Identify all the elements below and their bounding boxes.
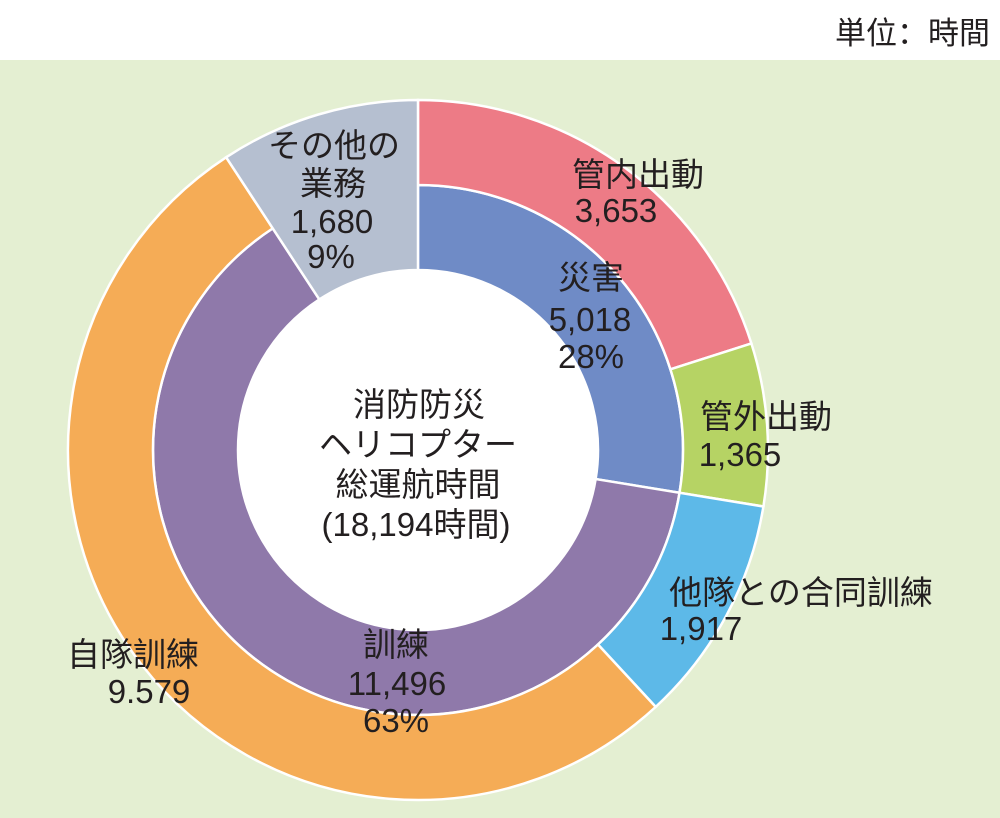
center-label-line-1: 消防防災	[353, 386, 485, 423]
label-other-duties-line-2: 業務	[300, 165, 366, 202]
value-other-duties: 1,680	[291, 203, 374, 240]
label-other-duties-line-1: その他の	[268, 127, 400, 164]
percent-other-duties: 9%	[307, 238, 355, 275]
label-training: 訓練	[363, 626, 429, 663]
value-training: 11,496	[348, 665, 446, 702]
label-own-unit-training: 自隊訓練	[67, 636, 199, 673]
label-disaster: 災害	[558, 259, 624, 296]
value-joint-training: 1,917	[660, 610, 743, 647]
percent-disaster: 28%	[558, 338, 624, 375]
center-label-line-2: ヘリコプター	[319, 426, 517, 463]
header-strip	[0, 0, 1000, 60]
segment-other-duties	[224, 98, 420, 302]
unit-label: 単位：時間	[835, 16, 990, 51]
value-own-unit-training: 9.579	[108, 673, 191, 710]
center-hole	[238, 270, 598, 630]
ring-segments	[66, 98, 770, 802]
percent-training: 63%	[363, 702, 429, 739]
label-out-of-jurisdiction-dispatch: 管外出動	[700, 398, 832, 435]
label-in-jurisdiction-dispatch: 管内出動	[572, 156, 704, 193]
label-joint-training: 他隊との合同訓練	[669, 574, 933, 611]
value-out-of-jurisdiction-dispatch: 1,365	[699, 436, 782, 473]
value-in-jurisdiction-dispatch: 3,653	[575, 192, 658, 229]
value-disaster: 5,018	[549, 301, 632, 338]
center-label-line-3: 総運航時間	[336, 466, 501, 503]
center-label-line-4: (18,194時間)	[322, 506, 511, 543]
outer-segment-own-unit-training	[66, 155, 658, 802]
